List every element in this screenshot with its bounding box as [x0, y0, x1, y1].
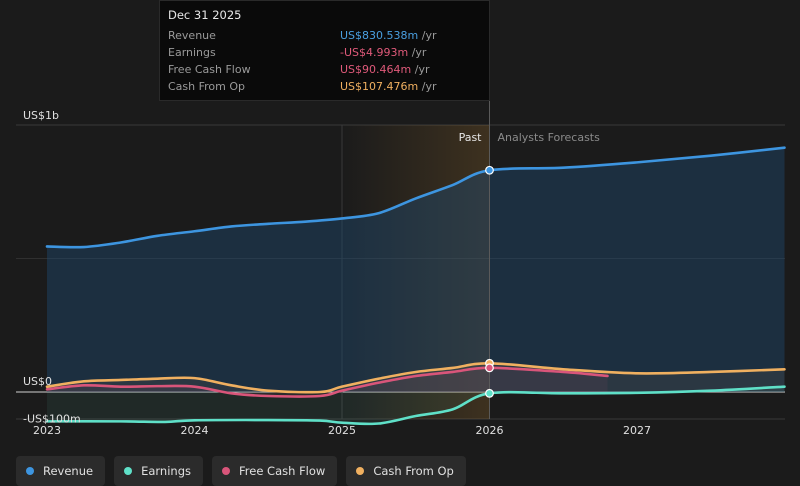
tooltip-row-cash-from-op: Cash From Op US$107.476m /yr	[168, 78, 481, 95]
tooltip-label: Free Cash Flow	[168, 63, 251, 76]
legend-item-earnings[interactable]: Earnings	[114, 456, 203, 486]
data-point-marker	[485, 165, 494, 175]
x-tick-label: 2026	[476, 424, 504, 437]
legend-item-revenue[interactable]: Revenue	[16, 456, 106, 486]
tooltip-label: Cash From Op	[168, 80, 246, 93]
tooltip: Dec 31 2025 Revenue US$830.538m /yr Earn…	[159, 0, 490, 101]
tooltip-unit: /yr	[421, 29, 437, 42]
legend-dot-icon	[222, 467, 230, 475]
legend: Revenue Earnings Free Cash Flow Cash Fro…	[16, 456, 466, 486]
legend-label: Earnings	[141, 464, 191, 478]
legend-label: Free Cash Flow	[239, 464, 326, 478]
legend-item-free-cash-flow[interactable]: Free Cash Flow	[212, 456, 338, 486]
x-tick-label: 2025	[328, 424, 356, 437]
x-tick-label: 2023	[33, 424, 61, 437]
series-area	[47, 367, 608, 397]
y-tick-label: US$0	[23, 375, 52, 388]
series-area	[47, 386, 785, 424]
legend-dot-icon	[26, 467, 34, 475]
tooltip-value: -US$4.993m	[340, 46, 409, 59]
tooltip-row-free-cash-flow: Free Cash Flow US$90.464m /yr	[168, 61, 481, 78]
tooltip-label: Revenue	[168, 29, 216, 42]
series-line-cash-from-op	[45, 361, 786, 394]
tooltip-row-earnings: Earnings -US$4.993m /yr	[168, 44, 481, 61]
series-line-revenue	[45, 146, 786, 249]
data-point-marker	[485, 388, 494, 398]
tooltip-unit: /yr	[411, 46, 427, 59]
tooltip-row-revenue: Revenue US$830.538m /yr	[168, 27, 481, 44]
legend-label: Revenue	[43, 464, 94, 478]
series-line-free-cash-flow	[45, 366, 609, 398]
past-label: Past	[459, 131, 483, 144]
x-tick-label: 2027	[623, 424, 651, 437]
tooltip-value: US$107.476m	[340, 80, 419, 93]
legend-item-cash-from-op[interactable]: Cash From Op	[346, 456, 466, 486]
tooltip-value: US$90.464m	[340, 63, 412, 76]
revenue-area	[47, 147, 785, 392]
forecast-label: Analysts Forecasts	[498, 131, 601, 144]
tooltip-unit: /yr	[421, 80, 437, 93]
legend-dot-icon	[356, 467, 365, 475]
tooltip-label: Earnings	[168, 46, 216, 59]
data-point-marker	[485, 363, 494, 373]
series-line-earnings	[45, 385, 786, 426]
x-tick-label: 2024	[181, 424, 209, 437]
tooltip-date: Dec 31 2025	[168, 8, 242, 22]
y-tick-label: -US$100m	[23, 413, 81, 426]
series-area	[47, 363, 785, 393]
tooltip-value: US$830.538m	[340, 29, 419, 42]
y-tick-label: US$1b	[23, 109, 59, 122]
tooltip-unit: /yr	[414, 63, 430, 76]
legend-dot-icon	[124, 467, 133, 475]
legend-label: Cash From Op	[373, 464, 454, 478]
